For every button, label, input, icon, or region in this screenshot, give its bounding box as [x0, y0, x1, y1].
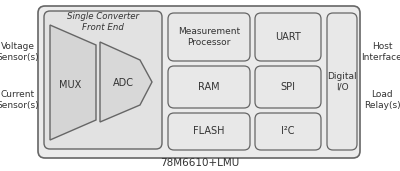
- FancyBboxPatch shape: [255, 113, 321, 150]
- FancyBboxPatch shape: [168, 113, 250, 150]
- Text: MUX: MUX: [59, 80, 81, 90]
- FancyBboxPatch shape: [44, 11, 162, 149]
- FancyBboxPatch shape: [327, 13, 357, 150]
- FancyBboxPatch shape: [255, 66, 321, 108]
- Text: RAM: RAM: [198, 82, 220, 92]
- Text: FLASH: FLASH: [193, 126, 225, 136]
- FancyBboxPatch shape: [38, 6, 360, 158]
- Text: 78M6610+LMU: 78M6610+LMU: [160, 158, 240, 168]
- Text: I²C: I²C: [281, 126, 295, 136]
- Polygon shape: [50, 25, 96, 140]
- Text: SPI: SPI: [280, 82, 296, 92]
- Text: Voltage
Sensor(s): Voltage Sensor(s): [0, 42, 39, 62]
- FancyBboxPatch shape: [168, 13, 250, 61]
- Text: Digital
I/O: Digital I/O: [327, 72, 357, 92]
- Polygon shape: [100, 42, 152, 122]
- Text: ADC: ADC: [112, 78, 134, 88]
- Text: Host
Interface: Host Interface: [362, 42, 400, 62]
- Text: UART: UART: [275, 32, 301, 42]
- Text: Load
Relay(s): Load Relay(s): [364, 90, 400, 110]
- Text: Current
Sensor(s): Current Sensor(s): [0, 90, 39, 110]
- FancyBboxPatch shape: [168, 66, 250, 108]
- FancyBboxPatch shape: [255, 13, 321, 61]
- Text: Measurement
Processor: Measurement Processor: [178, 27, 240, 47]
- Text: Single Converter
Front End: Single Converter Front End: [67, 12, 139, 32]
